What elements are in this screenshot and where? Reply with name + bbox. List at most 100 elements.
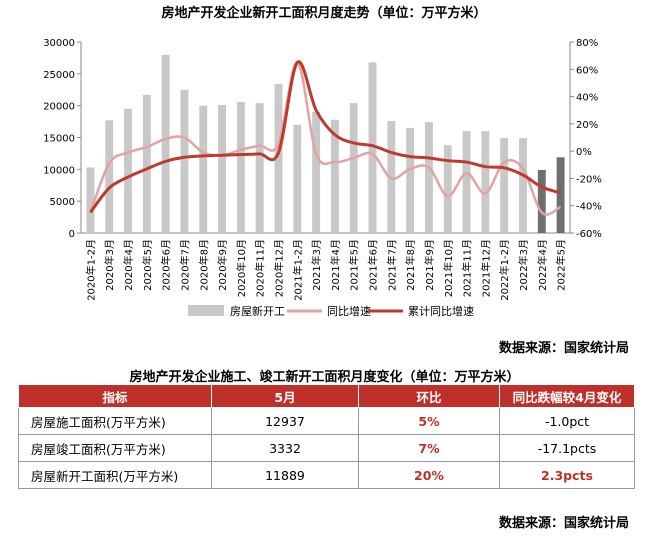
bar	[255, 103, 264, 234]
bar	[368, 62, 377, 233]
bar	[387, 120, 396, 233]
bar	[556, 157, 565, 233]
chart-title: 房地产开发企业新开工面积月度走势（单位：万平方米）	[161, 5, 486, 21]
x-tick-label: 2022年3月	[517, 239, 530, 291]
left-tick-label: 30000	[43, 38, 75, 49]
x-tick-label: 2022年5月	[555, 239, 568, 291]
x-tick-label: 2021年12月	[479, 239, 492, 297]
bar	[274, 84, 283, 234]
x-tick-label: 2020年1-2月	[84, 239, 97, 301]
bar-series	[86, 54, 565, 234]
x-tick-label: 2021年7月	[385, 239, 398, 291]
right-tick-label: -20%	[576, 174, 602, 185]
x-tick-label: 2021年10月	[442, 239, 455, 297]
cell-change: -17.1pcts	[499, 434, 635, 462]
right-tick-label: -40%	[576, 202, 602, 213]
bar	[293, 124, 302, 233]
bar	[312, 112, 321, 233]
cell-change: -1.0pct	[499, 407, 635, 435]
cell-mom: 7%	[358, 434, 500, 462]
table-header-row: 指标 5月 环比 同比跌幅较4月变化	[18, 384, 635, 408]
bar	[218, 105, 227, 233]
x-tick-label: 2020年9月	[216, 239, 229, 291]
x-tick-label: 2021年5月	[348, 239, 361, 291]
x-tick-label: 2020年4月	[122, 239, 135, 291]
table-row: 房屋施工面积(万平方米) 12937 5% -1.0pct	[18, 407, 635, 435]
right-tick-label: 40%	[576, 93, 598, 104]
left-tick-label: 15000	[43, 134, 75, 145]
data-table: 指标 5月 环比 同比跌幅较4月变化 房屋施工面积(万平方米) 12937 5%…	[18, 384, 635, 489]
right-tick-label: 80%	[576, 38, 598, 49]
legend-label-bars: 房屋新开工	[230, 304, 285, 318]
bar	[443, 145, 452, 233]
bar	[481, 131, 490, 233]
x-tick-label: 2022年1-2月	[498, 239, 511, 301]
bar	[199, 105, 208, 233]
x-tick-label: 2020年5月	[141, 239, 154, 291]
table-source: 数据来源：国家统计局	[498, 516, 629, 531]
bar	[424, 122, 433, 233]
x-tick-label: 2020年7月	[178, 239, 191, 291]
left-tick-label: 25000	[43, 70, 75, 81]
x-tick-label: 2021年11月	[461, 239, 474, 297]
bar	[86, 167, 95, 233]
x-tick-label: 2021年6月	[367, 239, 380, 291]
right-tick-label: 60%	[576, 65, 598, 76]
left-tick-label: 10000	[43, 165, 75, 176]
bar	[180, 89, 189, 233]
cell-may: 12937	[211, 407, 359, 435]
legend-label-cumulative: 累计同比增速	[408, 304, 474, 318]
bar	[105, 120, 114, 233]
left-tick-label: 20000	[43, 102, 75, 113]
x-tick-label: 2020年3月	[103, 239, 116, 291]
bar	[142, 94, 151, 234]
line-series	[89, 60, 562, 216]
x-tick-label: 2020年11月	[254, 239, 267, 297]
x-tick-label: 2021年8月	[404, 239, 417, 291]
bar	[462, 131, 471, 233]
bar	[124, 108, 132, 233]
x-tick-label: 2020年12月	[272, 239, 285, 297]
header-indicator: 指标	[18, 384, 212, 408]
bar	[500, 138, 509, 233]
x-tick-label: 2021年1-2月	[291, 239, 304, 301]
right-tick-label: 0%	[576, 147, 592, 158]
table-title: 房地产开发企业施工、竣工新开工面积月度变化（单位：万平方米）	[129, 370, 520, 385]
header-may: 5月	[211, 384, 359, 408]
cell-may: 11889	[211, 461, 359, 489]
cumulative-yoy-line	[89, 60, 562, 214]
cell-mom: 20%	[358, 461, 500, 489]
bar	[349, 103, 358, 234]
chart: 房地产开发企业新开工面积月度走势（单位：万平方米） 0 5000 10000 1500…	[43, 5, 602, 318]
left-tick-label: 5000	[50, 197, 75, 208]
header-change: 同比跌幅较4月变化	[499, 384, 635, 408]
legend-label-yoy: 同比增速	[327, 304, 371, 318]
chart-source: 数据来源：国家统计局	[498, 341, 629, 356]
x-tick-label: 2020年8月	[197, 239, 210, 291]
bar	[519, 138, 527, 233]
cell-change: 2.3pcts	[499, 461, 635, 489]
cell-may: 3332	[211, 434, 359, 462]
table-row: 房屋竣工面积(万平方米) 3332 7% -17.1pcts	[18, 434, 635, 462]
yoy-line	[89, 61, 562, 216]
bar	[406, 127, 415, 233]
header-mom: 环比	[358, 384, 500, 408]
x-tick-label: 2022年4月	[536, 239, 549, 291]
bar	[236, 101, 245, 233]
right-tick-label: -60%	[576, 229, 602, 240]
legend: 房屋新开工 同比增速 累计同比增速	[188, 304, 474, 318]
left-tick-label: 0	[69, 229, 75, 240]
table-row: 房屋新开工面积(万平方米) 11889 20% 2.3pcts	[18, 461, 635, 489]
bar	[161, 54, 170, 233]
legend-swatch-bars	[188, 305, 224, 316]
x-tick-label: 2020年10月	[235, 239, 248, 297]
x-axis-labels: 2020年1-2月 2020年3月 2020年4月 2020年5月 2020年6月 202…	[84, 239, 567, 301]
bar	[537, 169, 546, 233]
cell-mom: 5%	[358, 407, 500, 435]
cell-indicator: 房屋施工面积(万平方米)	[18, 407, 212, 435]
x-tick-label: 2020年6月	[160, 239, 173, 291]
cell-indicator: 房屋新开工面积(万平方米)	[18, 461, 212, 489]
x-tick-label: 2021年3月	[310, 239, 323, 291]
cell-indicator: 房屋竣工面积(万平方米)	[18, 434, 212, 462]
x-tick-label: 2021年9月	[423, 239, 436, 291]
